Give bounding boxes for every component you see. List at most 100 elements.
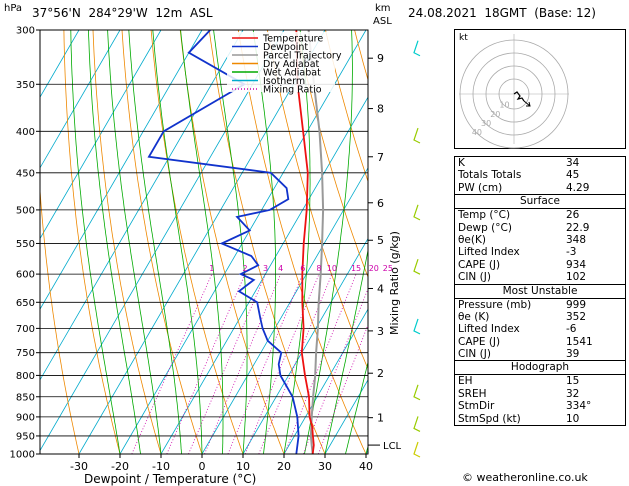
surface-indices: Temp (°C) 26 Dewp (°C) 22.9 θe(K) 348 Lifted I… (455, 208, 625, 283)
index-row: Lifted Index -6 (455, 323, 625, 335)
index-label: StmSpd (kt) (458, 412, 521, 425)
pressure-tick-label: 500 (16, 205, 35, 216)
index-row: StmSpd (kt) 10 (455, 413, 625, 425)
hodograph-section-title: Hodograph (455, 360, 625, 374)
hpa-label: hPa (4, 3, 23, 14)
pressure-tick-label: 350 (16, 80, 35, 91)
index-value: 32 (566, 387, 580, 400)
index-label: Lifted Index (458, 246, 520, 259)
index-label: SREH (458, 387, 487, 400)
mixing-ratio-label: 20 (369, 264, 379, 273)
asl-label: ASL (373, 16, 392, 27)
index-row: CIN (J) 39 (455, 348, 625, 360)
dry-adiabat-line (325, 30, 368, 183)
legend-label: Temperature (262, 34, 323, 45)
dry-adiabat-line (40, 185, 80, 454)
km-tick-label: 2 (377, 367, 384, 380)
index-value: 352 (566, 310, 587, 323)
isotherm-line (40, 30, 162, 240)
km-tick-label: 5 (377, 234, 384, 247)
wind-barbs (413, 40, 421, 458)
index-label: StmDir (458, 400, 495, 413)
index-row: SREH 32 (455, 388, 625, 400)
mixing-ratio-label: 8 (316, 264, 321, 273)
dry-adiabat-line (296, 30, 368, 279)
mixing-ratio-label: 6 (300, 264, 305, 273)
hodograph-ring-label: 40 (472, 128, 482, 137)
index-label: θe(K) (458, 233, 486, 246)
index-label: θe (K) (458, 310, 490, 323)
temperature-tick-label: -20 (111, 460, 129, 473)
most-unstable-section-title: Most Unstable (455, 283, 625, 298)
mixing-ratio-line (204, 273, 282, 454)
isotherm-line (324, 379, 368, 454)
legend-background (227, 32, 335, 92)
km-tick-label: 4 (377, 282, 384, 295)
dewpoint-line (147, 30, 300, 454)
index-row: CIN (J) 102 (455, 271, 625, 283)
x-axis-label: Dewpoint / Temperature (°C) (84, 472, 257, 486)
temperature-tick-label: 30 (318, 460, 332, 473)
legend-label: Wet Adiabat (263, 68, 321, 79)
isotherm-line (40, 30, 121, 169)
isotherm-line (40, 30, 285, 452)
pressure-tick-label: 700 (16, 324, 35, 335)
profiles (147, 30, 325, 454)
isotherm-line (119, 30, 367, 454)
wind-barb (413, 441, 421, 458)
km-tick-label: 7 (377, 151, 384, 164)
most-unstable-indices: Pressure (mb) 999 θe (K) 352 Lifted Index -6 C… (455, 297, 625, 361)
index-label: Pressure (mb) (458, 298, 532, 311)
pressure-tick-label: 650 (16, 298, 35, 309)
mixing-ratio-label: 1 (209, 264, 214, 273)
legend-label: Isotherm (263, 76, 305, 87)
legend-label: Parcel Trajectory (263, 51, 342, 62)
pressure-tick-label: 750 (16, 348, 35, 359)
mixing-ratio-line (131, 273, 213, 454)
index-value: 334° (566, 400, 592, 413)
index-row: Temp (°C) 26 (455, 209, 625, 221)
wind-barb (413, 416, 421, 432)
mixing-ratio-line (227, 273, 304, 454)
index-label: CAPE (J) (458, 258, 501, 271)
index-row: Dewp (°C) 22.9 (455, 222, 625, 234)
plot-frame (39, 29, 369, 455)
km-tick-label: 8 (377, 103, 384, 116)
mixing-ratio-labels: 1 2 3 4 6 8 10 15 20 25 (209, 264, 393, 273)
pressure-tick-label: 1000 (10, 450, 35, 461)
index-value: 1541 (566, 335, 593, 348)
copyright: © weatheronline.co.uk (462, 471, 588, 484)
indices-table: K 34 Totals Totals 45 PW (cm) 4.29 Surface Te… (454, 156, 626, 427)
wet-adiabat-line (70, 30, 121, 454)
mixing-ratio-label: 15 (351, 264, 361, 273)
wind-barb (413, 204, 421, 221)
isotherm-line (160, 96, 368, 454)
index-value: 45 (566, 169, 580, 182)
temperature-line (295, 30, 315, 454)
index-value: 22.9 (566, 221, 590, 234)
index-label: CAPE (J) (458, 335, 501, 348)
wind-barb (413, 318, 421, 335)
index-label: Lifted Index (458, 323, 520, 336)
index-value: 934 (566, 258, 587, 271)
axes: 3003504004505005506006507007508008509009… (10, 26, 402, 474)
temperature-tick-label: 0 (199, 460, 206, 473)
index-row: Lifted Index -3 (455, 246, 625, 258)
km-tick-label: 1 (377, 412, 384, 425)
km-tick-label: 6 (377, 197, 384, 210)
hodograph-ring-label: 10 (499, 101, 509, 110)
index-label: Dewp (°C) (458, 221, 512, 234)
isotherm-line (283, 308, 368, 454)
index-value: 15 (566, 375, 580, 388)
pressure-tick-label: 950 (16, 431, 35, 442)
index-row: Totals Totals 45 (455, 169, 625, 181)
index-value: 39 (566, 348, 580, 361)
datetime-title: 24.08.2021 18GMT (Base: 12) (408, 6, 596, 20)
km-tick-label: 9 (377, 52, 384, 65)
mixing-ratio-line (317, 323, 368, 454)
hodograph-trace (513, 91, 525, 102)
temperature-tick-label: 40 (359, 460, 373, 473)
